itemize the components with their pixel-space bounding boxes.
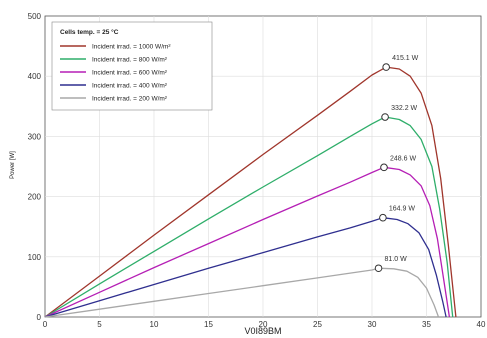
x-tick-label: 20 (259, 320, 268, 329)
y-axis-title: Power [W] (10, 151, 16, 179)
legend: Cells temp. = 25 °C Incident irrad. = 10… (51, 21, 213, 111)
series-line (44, 166, 451, 318)
legend-label: Incident irrad. = 600 W/m² (92, 70, 168, 77)
peak-label: 164.9 W (389, 206, 415, 213)
y-tick-label: 300 (28, 132, 42, 141)
peak-label: 415.1 W (392, 55, 418, 62)
series-line (44, 116, 454, 318)
legend-items: Incident irrad. = 1000 W/m² Incident irra… (60, 44, 171, 103)
x-tick-label: 0 (43, 320, 48, 329)
peak-marker (380, 163, 388, 172)
x-axis-ticks: 0 5 10 15 20 25 30 35 40 (43, 320, 486, 329)
peak-marker (381, 113, 389, 121)
legend-label: Incident irrad. = 800 W/m² (92, 57, 168, 64)
x-axis-title: V0I89BM (244, 326, 281, 336)
y-tick-label: 500 (28, 12, 42, 21)
y-tick-label: 0 (37, 313, 42, 322)
peak-label: 332.2 W (391, 105, 417, 112)
legend-label: Incident irrad. = 400 W/m² (92, 83, 168, 90)
x-tick-label: 35 (422, 320, 431, 329)
peak-markers: 415.1 W 332.2 W 248.6 W 164.9 W 81.0 W (374, 55, 419, 273)
grid-lines (45, 16, 481, 317)
legend-box (51, 21, 213, 111)
series-line (44, 66, 457, 318)
y-tick-label: 400 (28, 72, 42, 81)
legend-title: Cells temp. = 25 °C (60, 28, 119, 36)
x-tick-label: 5 (97, 320, 102, 329)
peak-label: 81.0 W (385, 256, 408, 263)
peak-marker (374, 264, 383, 273)
legend-label: Incident irrad. = 200 W/m² (92, 96, 168, 103)
x-tick-label: 25 (313, 320, 322, 329)
series-line (44, 217, 447, 318)
peak-marker (382, 63, 390, 71)
x-tick-label: 30 (368, 320, 377, 329)
legend-label: Incident irrad. = 1000 W/m² (92, 44, 171, 51)
series-line (44, 267, 440, 318)
y-tick-label: 100 (28, 253, 42, 262)
x-tick-label: 15 (204, 320, 213, 329)
series-lines (44, 66, 457, 318)
peak-label: 248.6 W (390, 155, 416, 162)
y-axis-ticks: 0 100 200 300 400 500 (28, 12, 42, 322)
y-tick-label: 200 (28, 193, 42, 202)
x-tick-label: 40 (477, 320, 486, 329)
peak-marker (379, 213, 387, 222)
x-tick-label: 10 (150, 320, 159, 329)
